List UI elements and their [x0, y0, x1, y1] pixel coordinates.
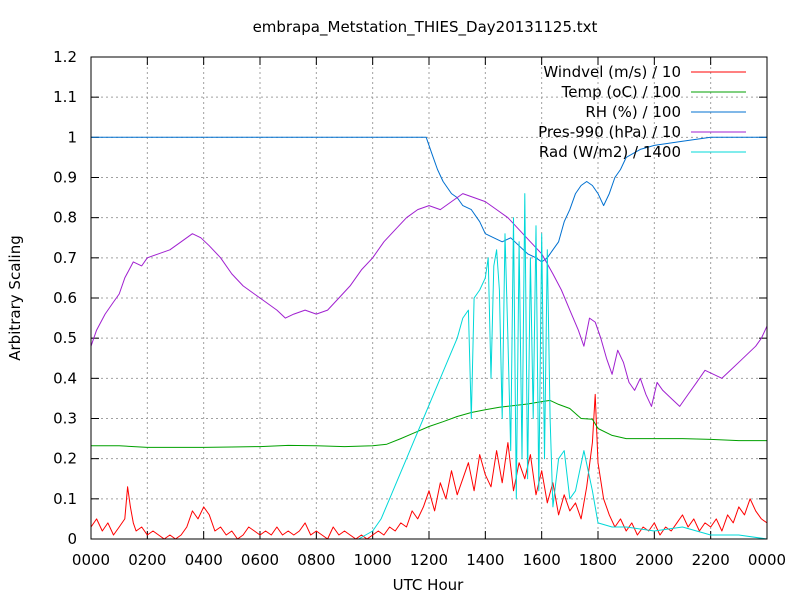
x-tick-label: 1400: [466, 551, 504, 569]
series-line-2: [91, 399, 767, 448]
x-tick-label: 0200: [128, 551, 166, 569]
x-tick-label: 0000: [748, 551, 786, 569]
y-axis-label: Arbitrary Scaling: [6, 235, 24, 361]
y-tick-label: 0.5: [53, 329, 77, 347]
series-line-5: [91, 193, 768, 540]
plot-frame: [90, 56, 768, 540]
legend-label: RH (%) / 100: [585, 103, 681, 121]
y-tick-label: 0.4: [53, 369, 77, 387]
x-tick-label: 0600: [241, 551, 279, 569]
y-tick-label: 0.3: [53, 410, 77, 428]
y-tick-label: 1.2: [53, 48, 77, 66]
x-tick-label: 1000: [354, 551, 392, 569]
y-tick-label: 0.2: [53, 450, 77, 468]
x-tick-label: 2000: [635, 551, 673, 569]
x-tick-label: 1600: [523, 551, 561, 569]
y-tick-label: 0.9: [53, 169, 77, 187]
legend-label: Pres-990 (hPa) / 10: [538, 123, 681, 141]
legend-label: Temp (oC) / 100: [561, 83, 681, 101]
y-tick-label: 0.7: [53, 249, 77, 267]
x-tick-label: 0400: [185, 551, 223, 569]
series-line-4: [90, 193, 768, 407]
legend-label: Rad (W/m2) / 1400: [539, 143, 681, 161]
x-tick-label: 2200: [692, 551, 730, 569]
series-lines: [90, 136, 768, 540]
y-tick-label: 0: [67, 530, 77, 548]
y-tick-label: 0.1: [53, 490, 77, 508]
y-tick-label: 0.6: [53, 289, 77, 307]
axis-ticks: 0 0.1 0.2 0.3 0.4 0.5 0.6 0.7 0.8 0.9 1 1.1 1.2 0000 0…: [53, 48, 786, 569]
legend: Windvel (m/s) / 10 Temp (oC) / 100 RH (%) …: [538, 63, 746, 161]
x-tick-label: 1200: [410, 551, 448, 569]
x-tick-label: 0000: [72, 551, 110, 569]
series-line-1: [90, 393, 768, 540]
x-tick-label: 1800: [579, 551, 617, 569]
chart-title: embrapa_Metstation_THIES_Day20131125.txt: [253, 18, 598, 37]
y-tick-label: 0.8: [53, 209, 77, 227]
y-tick-label: 1.1: [53, 88, 77, 106]
y-tick-label: 1: [67, 128, 77, 146]
x-tick-label: 0800: [297, 551, 335, 569]
x-axis-label: UTC Hour: [393, 576, 464, 594]
legend-label: Windvel (m/s) / 10: [543, 63, 681, 81]
